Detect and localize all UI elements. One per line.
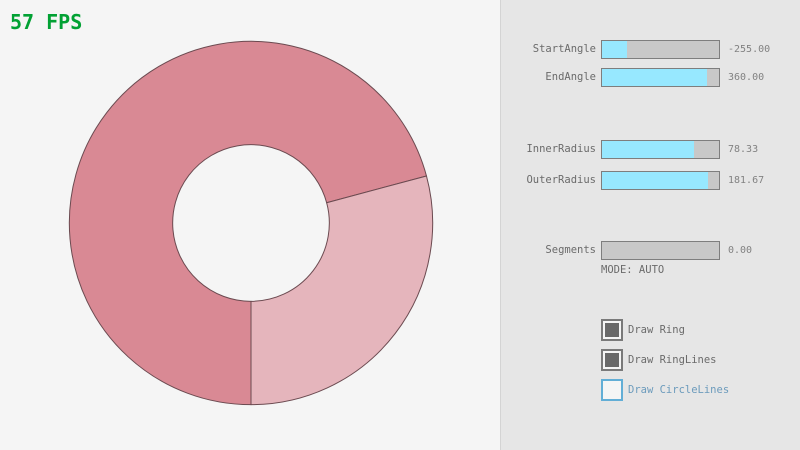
- slider-startangle-fill: [602, 41, 628, 58]
- ring-sector-major: [68, 40, 428, 406]
- slider-startangle-value: -255.00: [728, 44, 771, 55]
- slider-startangle[interactable]: [601, 40, 720, 59]
- checkbox-draw-circlelines-label: Draw CircleLines: [628, 384, 730, 396]
- slider-segments[interactable]: [601, 241, 720, 260]
- checkbox-row-draw-circlelines[interactable]: Draw CircleLines: [601, 379, 729, 401]
- checkbox-row-draw-ring[interactable]: Draw Ring: [601, 319, 685, 341]
- ring-sector-minor: [250, 175, 434, 406]
- slider-endangle-value: 360.00: [728, 72, 765, 83]
- slider-endangle-fill: [602, 69, 708, 86]
- slider-innerradius-fill: [602, 141, 694, 158]
- checkbox-check-mark: [605, 353, 619, 367]
- slider-row-startangle: StartAngle -255.00: [501, 40, 800, 59]
- checkbox-draw-ring[interactable]: [601, 319, 623, 341]
- fps-counter: 57 FPS: [10, 10, 83, 34]
- slider-row-endangle: EndAngle 360.00: [501, 68, 800, 87]
- checkbox-draw-ring-label: Draw Ring: [628, 324, 685, 336]
- checkbox-draw-ringlines-label: Draw RingLines: [628, 354, 717, 366]
- slider-outerradius[interactable]: [601, 171, 720, 190]
- slider-outerradius-value: 181.67: [728, 175, 765, 186]
- checkbox-draw-circlelines[interactable]: [601, 379, 623, 401]
- slider-segments-label: Segments: [545, 244, 596, 256]
- slider-row-innerradius: InnerRadius 78.33: [501, 140, 800, 159]
- slider-endangle[interactable]: [601, 68, 720, 87]
- checkbox-row-draw-ringlines[interactable]: Draw RingLines: [601, 349, 717, 371]
- ring-svg: [68, 40, 434, 406]
- slider-row-outerradius: OuterRadius 181.67: [501, 171, 800, 190]
- slider-innerradius[interactable]: [601, 140, 720, 159]
- checkbox-draw-ringlines[interactable]: [601, 349, 623, 371]
- slider-endangle-label: EndAngle: [545, 71, 596, 83]
- slider-startangle-label: StartAngle: [532, 43, 596, 55]
- segments-mode-label: MODE: AUTO: [601, 264, 665, 276]
- control-panel: StartAngle -255.00 EndAngle 360.00 Inner…: [500, 0, 800, 450]
- slider-outerradius-label: OuterRadius: [526, 174, 596, 186]
- slider-innerradius-label: InnerRadius: [526, 143, 596, 155]
- slider-innerradius-value: 78.33: [728, 144, 759, 155]
- slider-outerradius-fill: [602, 172, 709, 189]
- slider-row-segments: Segments 0.00: [501, 241, 800, 260]
- checkbox-check-mark: [605, 323, 619, 337]
- slider-segments-value: 0.00: [728, 245, 753, 256]
